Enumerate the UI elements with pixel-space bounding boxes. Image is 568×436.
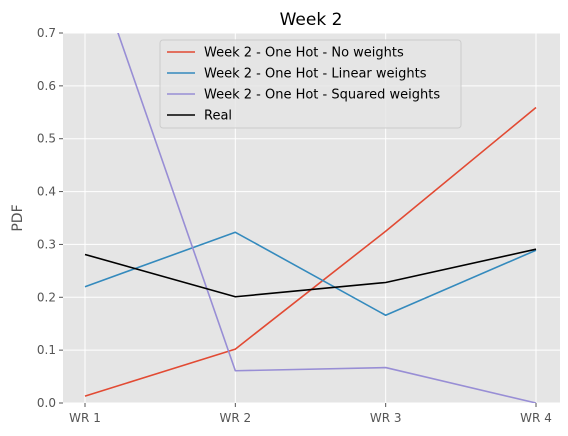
y-tick-label: 0.0	[37, 396, 56, 410]
x-tick-label: WR 4	[520, 411, 552, 425]
y-tick-label: 0.2	[37, 290, 56, 304]
y-tick-label: 0.1	[37, 343, 56, 357]
y-tick-label: 0.5	[37, 132, 56, 146]
y-axis-label: PDF	[10, 204, 26, 231]
y-tick-label: 0.4	[37, 185, 56, 199]
y-tick-label: 0.3	[37, 237, 56, 251]
x-tick-label: WR 1	[69, 411, 101, 425]
x-tick-label: WR 2	[220, 411, 252, 425]
legend: Week 2 - One Hot - No weights Week 2 - On…	[160, 40, 461, 128]
legend-label-3: Real	[204, 109, 232, 124]
y-tick-label: 0.6	[37, 79, 56, 93]
chart-title: Week 2	[280, 10, 343, 30]
legend-label-1: Week 2 - One Hot - Linear weights	[204, 67, 427, 82]
x-tick-label: WR 3	[370, 411, 402, 425]
y-tick-label: 0.7	[37, 26, 56, 40]
legend-label-2: Week 2 - One Hot - Squared weights	[204, 88, 440, 103]
legend-label-0: Week 2 - One Hot - No weights	[204, 46, 404, 61]
